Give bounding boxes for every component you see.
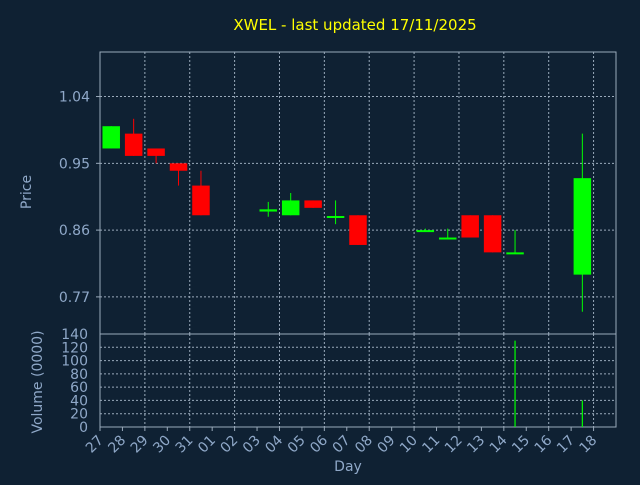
candle: [461, 215, 479, 238]
x-tick-label: 17: [554, 433, 578, 457]
candles-layer: [102, 118, 592, 312]
candle-body: [147, 148, 165, 156]
volume-axis-label: Volume (0000): [30, 330, 46, 433]
x-tick-label: 16: [532, 432, 556, 456]
x-tick-label: 30: [150, 433, 174, 457]
x-ticks: 2728293031010203040506070809101112131415…: [83, 427, 600, 456]
x-tick-label: 04: [262, 432, 286, 456]
x-tick-label: 14: [487, 432, 511, 456]
chart-title: XWEL - last updated 17/11/2025: [233, 16, 476, 34]
x-tick-label: 29: [128, 433, 152, 457]
x-tick-label: 15: [509, 433, 533, 457]
x-tick-label: 31: [173, 433, 197, 457]
price-y-tick-label: 0.77: [59, 290, 90, 306]
candle-body: [326, 216, 345, 219]
x-tick-label: 10: [397, 433, 421, 457]
candle: [573, 133, 592, 312]
x-tick-label: 07: [330, 433, 354, 457]
volume-y-tick-label: 140: [61, 327, 88, 343]
candle-body: [416, 230, 435, 233]
volume-grid: [99, 333, 617, 428]
price-axis-label: Price: [19, 175, 35, 209]
x-tick-label: 27: [83, 433, 107, 457]
volume-panel-frame: [99, 333, 617, 428]
candle: [102, 126, 120, 149]
x-tick-label: 18: [576, 433, 600, 457]
price-y-tick-label: 1.04: [59, 90, 90, 106]
price-grid: [99, 51, 617, 335]
candle: [326, 200, 345, 225]
candle-body: [192, 185, 210, 216]
candle-body: [304, 200, 322, 208]
candle-body: [102, 126, 120, 149]
candle-body: [438, 237, 457, 240]
candle-body: [169, 163, 188, 171]
volume-y-tick-label: 120: [61, 340, 88, 356]
candle: [124, 118, 143, 156]
x-tick-label: 28: [105, 433, 129, 457]
candle: [438, 228, 457, 240]
x-tick-label: 08: [352, 433, 376, 457]
x-tick-label: 12: [442, 433, 466, 457]
candle-body: [461, 215, 479, 238]
candle: [416, 228, 435, 233]
x-tick-label: 03: [240, 433, 264, 457]
volume-y-tick-label: 40: [70, 393, 88, 409]
x-tick-label: 09: [375, 433, 399, 457]
x-axis-label: Day: [334, 459, 362, 475]
x-tick-label: 05: [285, 433, 309, 457]
candle-body: [573, 178, 592, 275]
volume-y-tick-label: 100: [61, 354, 88, 370]
candle: [304, 200, 322, 208]
volume-y-tick-label: 20: [70, 407, 88, 423]
candle: [483, 215, 502, 253]
x-tick-label: 06: [307, 432, 331, 456]
price-y-tick-label: 0.86: [59, 223, 90, 239]
volume-y-tick-label: 0: [79, 420, 88, 436]
x-tick-label: 02: [218, 433, 242, 457]
candle-body: [483, 215, 502, 253]
volume-y-tick-label: 80: [70, 367, 88, 383]
candle-body: [124, 133, 143, 156]
candle: [147, 148, 165, 164]
candle: [259, 201, 278, 217]
candle: [281, 193, 300, 216]
price-y-ticks: 1.04 0.95 0.86 0.77: [59, 90, 100, 306]
candle-body: [259, 209, 278, 212]
volume-layer: [514, 340, 583, 427]
price-y-tick-label: 0.95: [59, 156, 90, 172]
x-tick-label: 11: [419, 433, 443, 457]
candle-body: [506, 252, 524, 255]
candle: [192, 170, 210, 216]
candle: [349, 215, 367, 245]
candle: [169, 163, 188, 186]
volume-y-tick-label: 60: [70, 380, 88, 396]
x-tick-label: 13: [464, 433, 488, 457]
candle-body: [281, 200, 300, 216]
candle: [506, 230, 524, 255]
price-panel-frame: [99, 51, 617, 335]
candle-body: [349, 215, 367, 245]
x-tick-label: 01: [195, 433, 219, 457]
